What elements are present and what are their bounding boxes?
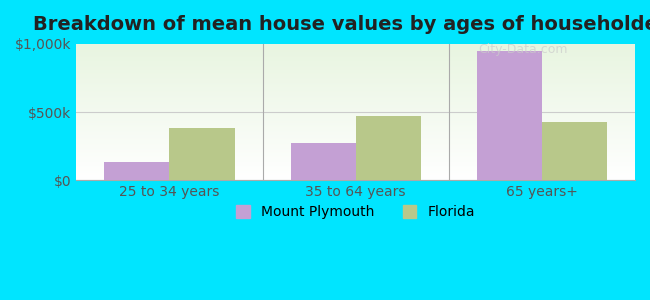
Bar [542, 122, 607, 180]
Bar [476, 51, 542, 180]
Title: Breakdown of mean house values by ages of householders: Breakdown of mean house values by ages o… [32, 15, 650, 34]
Bar [291, 143, 356, 180]
Bar [104, 162, 170, 180]
Legend: Mount Plymouth, Florida: Mount Plymouth, Florida [231, 200, 480, 225]
Bar [170, 128, 235, 180]
Bar [356, 116, 421, 180]
Text: City-Data.com: City-Data.com [478, 44, 568, 56]
